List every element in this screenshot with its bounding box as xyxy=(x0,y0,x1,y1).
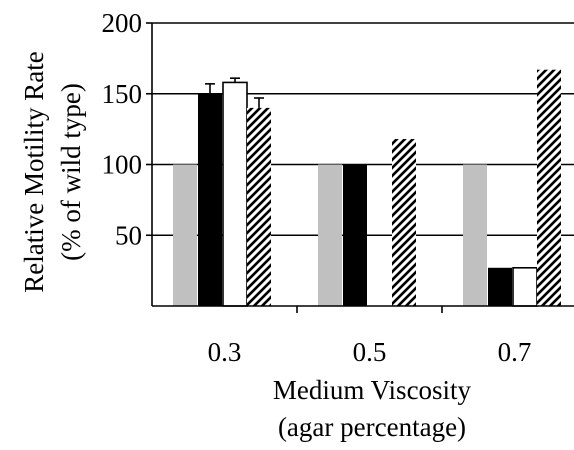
bar-s1-0.5 xyxy=(318,165,342,307)
bar-s2-0.7 xyxy=(488,268,512,306)
bars xyxy=(173,70,561,306)
y-axis-title-line2: (% of wild type) xyxy=(56,83,86,261)
x-axis-title-line2: (agar percentage) xyxy=(278,412,466,442)
bar-s3-0.3 xyxy=(223,82,247,306)
y-tick-label-50: 50 xyxy=(115,220,142,250)
x-axis-title-line1: Medium Viscosity xyxy=(273,375,472,405)
y-tick-label-100: 100 xyxy=(102,150,143,180)
x-tick-label-0.5: 0.5 xyxy=(353,337,387,367)
bar-s3-0.7 xyxy=(513,268,537,306)
x-tick-label-0.7: 0.7 xyxy=(498,337,532,367)
y-tick-label-150: 150 xyxy=(102,79,143,109)
bar-s1-0.7 xyxy=(463,165,487,307)
bar-s2-0.3 xyxy=(198,94,222,306)
bar-s4-0.5 xyxy=(392,139,416,306)
bar-s4-0.7 xyxy=(537,70,561,306)
bar-s1-0.3 xyxy=(173,165,197,307)
y-axis-title-line1: Relative Motility Rate xyxy=(19,51,49,292)
y-tick-label-200: 200 xyxy=(102,8,143,38)
bar-s2-0.5 xyxy=(343,165,367,307)
x-tick-label-0.3: 0.3 xyxy=(208,337,242,367)
bar-s4-0.3 xyxy=(247,108,271,306)
